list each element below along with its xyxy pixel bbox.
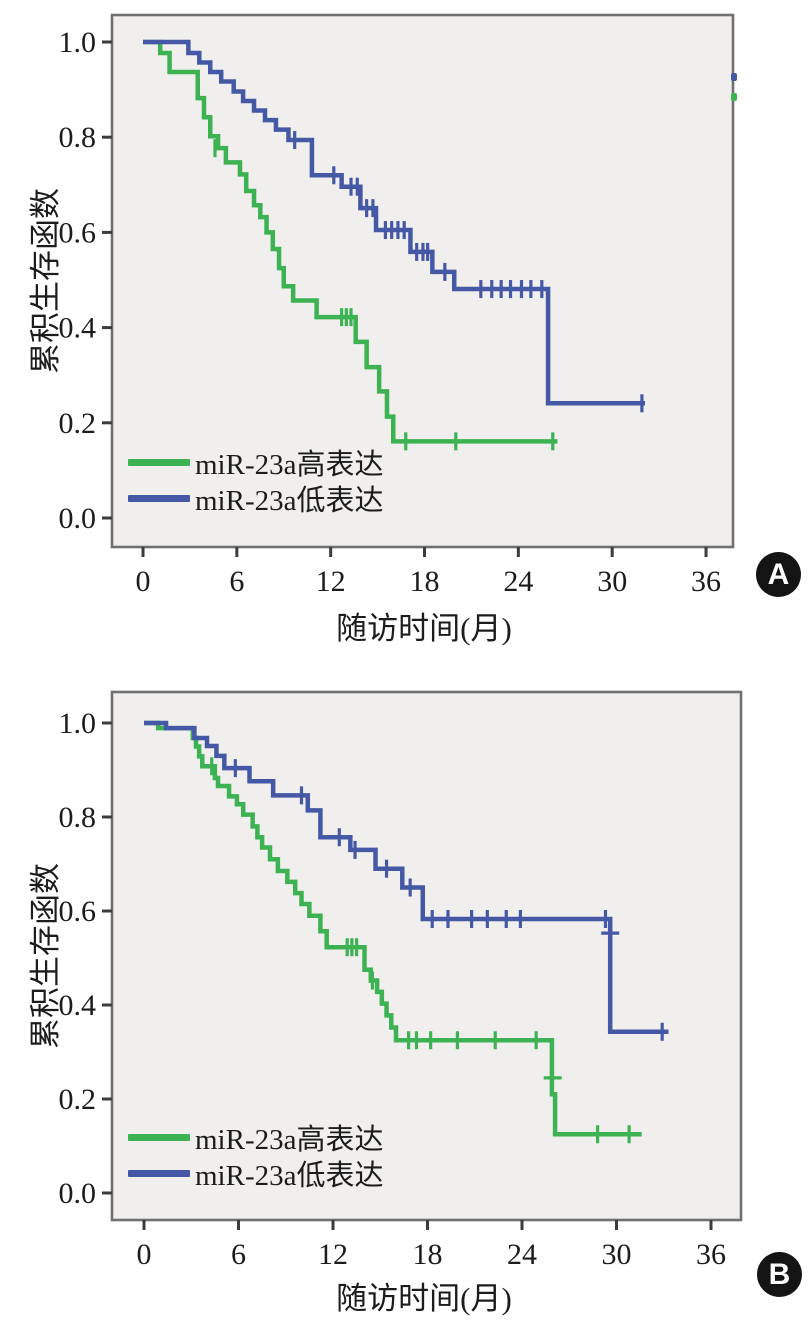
scan-artifact-dot-blue <box>731 73 737 81</box>
x-tick-label: 12 <box>316 565 346 598</box>
legend-a: miR-23a高表达 miR-23a低表达 <box>128 444 384 517</box>
y-axis: 0.0 0.2 0.4 0.6 0.8 1.0 <box>59 26 112 535</box>
x-axis: 0 6 12 18 24 30 36 <box>137 1220 726 1271</box>
x-tick-label: 24 <box>503 565 533 598</box>
plot-border <box>110 13 735 549</box>
y-tick-label: 0.8 <box>59 801 97 834</box>
legend-item-low-expression: miR-23a低表达 <box>128 480 384 517</box>
km-curve-low <box>144 720 669 1035</box>
y-axis-label-a: 累积生存函数 <box>28 188 63 374</box>
y-tick-label: 0.0 <box>59 502 97 535</box>
panel-b: 0 6 12 18 24 30 36 0.0 0.2 0.4 0.6 0.8 1.0 累积生存函数 随访… <box>0 660 808 1320</box>
legend-label-high: miR-23a高表达 <box>195 1124 384 1156</box>
scan-artifact-dot-green <box>731 93 737 101</box>
km-curve-high <box>143 39 558 444</box>
panel-badge-a: A <box>756 552 801 597</box>
x-tick-label: 6 <box>229 565 244 598</box>
x-tick-label: 18 <box>413 1238 443 1271</box>
panel-a: 0 6 12 18 24 30 36 0.0 0.2 0.4 0.6 0.8 1.0 累积生存函数 随访… <box>28 13 801 646</box>
x-axis: 0 6 12 18 24 30 36 <box>136 547 721 598</box>
y-tick-label: 0.4 <box>59 312 97 345</box>
legend-swatch-green <box>128 458 190 466</box>
legend-item-high-expression: miR-23a高表达 <box>128 444 384 481</box>
x-tick-label: 24 <box>507 1238 537 1271</box>
x-tick-label: 36 <box>696 1238 726 1271</box>
legend-b: miR-23a高表达 miR-23a低表达 <box>128 1119 384 1192</box>
x-tick-label: 12 <box>318 1238 348 1271</box>
x-tick-label: 6 <box>231 1238 246 1271</box>
x-tick-label: 36 <box>691 565 721 598</box>
legend-swatch-blue <box>128 1169 190 1177</box>
y-tick-label: 0.8 <box>59 121 97 154</box>
x-axis-label-a: 随访时间(月) <box>336 611 512 646</box>
censor-marks-high <box>210 757 631 1144</box>
x-tick-label: 0 <box>137 1238 152 1271</box>
km-curve-high <box>144 720 642 1137</box>
y-tick-label: 1.0 <box>59 707 97 740</box>
censor-marks-low <box>233 759 664 1041</box>
censor-marks-low <box>293 131 644 413</box>
x-tick-label: 30 <box>597 565 627 598</box>
x-axis-label-b: 随访时间(月) <box>336 1281 512 1316</box>
plot-background <box>112 15 733 547</box>
legend-swatch-blue <box>128 494 190 502</box>
y-tick-label: 0.6 <box>59 895 97 928</box>
legend-item-low-expression: miR-23a低表达 <box>128 1155 384 1192</box>
survival-chart-b: 0 6 12 18 24 30 36 0.0 0.2 0.4 0.6 0.8 1.0 <box>59 690 743 1271</box>
legend-label-high: miR-23a高表达 <box>195 449 384 481</box>
survival-chart-a: 0 6 12 18 24 30 36 0.0 0.2 0.4 0.6 0.8 1.0 <box>59 13 735 598</box>
y-tick-label: 0.6 <box>59 216 97 249</box>
y-axis-label-b: 累积生存函数 <box>28 863 63 1049</box>
legend-label-low: miR-23a低表达 <box>195 1160 384 1192</box>
y-tick-label: 0.4 <box>59 989 97 1022</box>
x-tick-label: 30 <box>602 1238 632 1271</box>
legend-item-high-expression: miR-23a高表达 <box>128 1119 384 1156</box>
panel-badge-b: B <box>757 1252 802 1297</box>
y-axis: 0.0 0.2 0.4 0.6 0.8 1.0 <box>59 707 112 1210</box>
legend-label-low: miR-23a低表达 <box>195 485 384 517</box>
y-tick-label: 0.2 <box>59 1083 97 1116</box>
legend-swatch-green <box>128 1133 190 1141</box>
y-tick-label: 0.2 <box>59 407 97 440</box>
x-tick-label: 0 <box>136 565 151 598</box>
y-tick-label: 1.0 <box>59 26 97 59</box>
x-tick-label: 18 <box>410 565 440 598</box>
censor-marks-high <box>213 139 555 451</box>
y-tick-label: 0.0 <box>59 1177 97 1210</box>
